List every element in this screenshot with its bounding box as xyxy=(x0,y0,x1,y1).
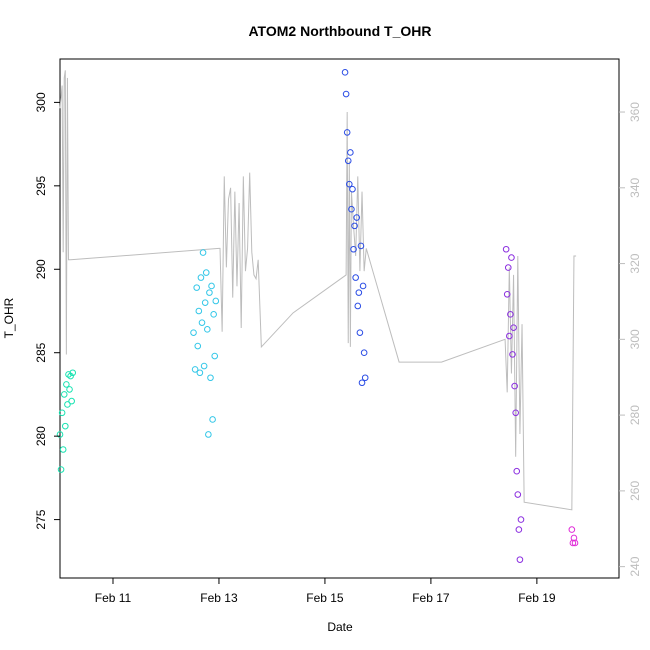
scatter-point xyxy=(69,369,77,377)
scatter-point xyxy=(515,526,523,533)
scatter-point xyxy=(202,269,210,276)
scatter-point xyxy=(346,180,353,188)
chart-title: ATOM2 Northbound T_OHR xyxy=(248,23,431,39)
plot-box xyxy=(59,58,620,579)
y-tick-label: 280 xyxy=(34,426,48,446)
y2-tick-label: 280 xyxy=(628,405,642,425)
scatter-point xyxy=(208,282,215,290)
scatter-point xyxy=(190,329,197,336)
scatter-point xyxy=(197,274,205,281)
scatter-point xyxy=(516,556,524,563)
scatter-point xyxy=(350,245,357,253)
scatter-point xyxy=(191,366,199,373)
y-tick-label: 285 xyxy=(34,342,48,362)
scatter-point xyxy=(361,374,369,382)
scatter-point xyxy=(193,284,200,291)
scatter-point xyxy=(348,205,355,213)
scatter-point xyxy=(353,214,361,221)
scatter-point xyxy=(68,397,75,405)
scatter-point xyxy=(64,401,71,408)
scatter-point xyxy=(508,254,515,261)
y2-tick-label: 320 xyxy=(628,253,642,273)
scatter-points xyxy=(56,69,579,563)
scatter-point xyxy=(357,242,365,250)
scatter-point xyxy=(60,391,68,398)
scatter-point xyxy=(511,382,518,390)
scatter-point xyxy=(568,526,576,533)
scatter-point xyxy=(209,416,216,423)
y2-tick-label: 240 xyxy=(628,556,642,576)
scatter-point xyxy=(571,539,579,547)
scatter-point xyxy=(205,431,212,438)
scatter-point xyxy=(506,332,513,340)
scatter-point xyxy=(200,362,208,370)
y2-tick-label: 260 xyxy=(628,481,642,501)
axes: Feb 11 Feb 13 Feb 15 Feb 17 Feb 19 275 280 285 2… xyxy=(34,92,642,605)
scatter-point xyxy=(210,311,217,318)
x-tick-label: Feb 13 xyxy=(200,591,238,605)
scatter-point xyxy=(503,291,511,298)
x-axis-label: Date xyxy=(327,620,353,634)
temperature-line xyxy=(59,70,577,511)
scatter-point xyxy=(359,282,367,290)
y-tick-label: 275 xyxy=(34,509,48,529)
scatter-point xyxy=(66,386,73,393)
scatter-point xyxy=(63,381,70,388)
scatter-point xyxy=(344,157,352,165)
scatter-point xyxy=(212,297,220,305)
scatter-point xyxy=(351,222,358,230)
scatter-point xyxy=(502,245,510,253)
scatter-point xyxy=(196,369,204,377)
scatter-point xyxy=(510,324,517,331)
scatter-point xyxy=(354,302,362,310)
y-tick-label: 295 xyxy=(34,175,48,195)
scatter-point xyxy=(349,185,356,193)
scatter-point xyxy=(360,349,368,357)
scatter-point xyxy=(513,467,521,475)
scatter-point xyxy=(62,422,69,430)
scatter-point xyxy=(509,351,516,358)
y2-tick-label: 300 xyxy=(628,329,642,349)
scatter-point xyxy=(358,379,366,387)
scatter-point xyxy=(342,90,350,98)
scatter-point xyxy=(207,374,214,382)
scatter-point xyxy=(56,431,64,438)
line-series xyxy=(59,70,577,511)
scatter-point xyxy=(211,352,219,360)
scatter-point xyxy=(195,307,203,315)
scatter-point xyxy=(199,249,207,256)
scatter-point xyxy=(504,264,512,271)
scatter-point xyxy=(201,299,209,306)
y-axis-label: T_OHR xyxy=(2,297,16,338)
scatter-point xyxy=(514,491,522,498)
y-tick-label: 290 xyxy=(34,259,48,279)
x-tick-label: Feb 11 xyxy=(95,591,132,605)
scatter-point xyxy=(194,342,202,350)
scatter-point xyxy=(58,409,66,417)
y2-tick-label: 360 xyxy=(628,102,642,122)
scatter-point xyxy=(59,446,67,453)
scatter-point xyxy=(343,129,351,136)
x-tick-label: Feb 17 xyxy=(412,591,450,605)
scatter-point xyxy=(352,274,359,281)
scatter-point xyxy=(57,466,65,473)
scatter-point xyxy=(507,311,514,318)
scatter-point xyxy=(355,289,363,296)
plot-frame xyxy=(59,58,620,579)
x-tick-label: Feb 15 xyxy=(306,591,344,605)
scatter-point xyxy=(67,372,74,380)
scatter-point xyxy=(198,319,206,326)
scatter-point xyxy=(341,69,349,76)
scatter-point xyxy=(356,329,364,336)
scatter-point xyxy=(347,149,354,156)
x-tick-label: Feb 19 xyxy=(518,591,556,605)
y2-tick-label: 340 xyxy=(628,177,642,197)
scatter-point xyxy=(204,326,211,333)
y-tick-label: 300 xyxy=(34,92,48,112)
scatter-point xyxy=(206,289,213,296)
scatter-point xyxy=(517,516,525,523)
scatter-point xyxy=(512,409,519,417)
